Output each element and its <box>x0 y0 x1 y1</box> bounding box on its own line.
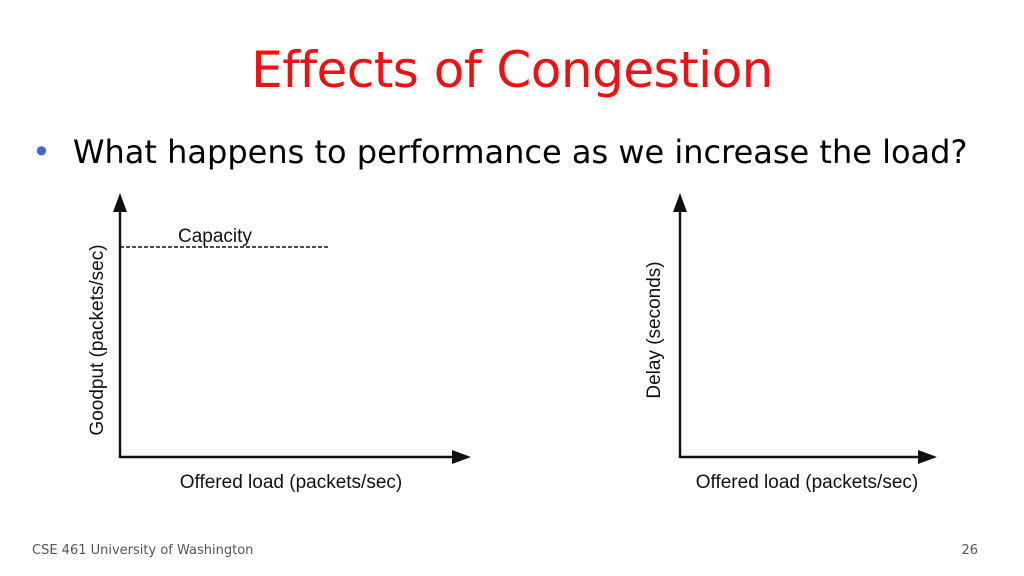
capacity-label: Capacity <box>178 226 252 247</box>
footer-course: CSE 461 University of Washington <box>32 543 254 558</box>
delay-y-label: Delay (seconds) <box>644 261 665 398</box>
page-number: 26 <box>961 543 978 558</box>
delay-x-label: Offered load (packets/sec) <box>696 472 918 493</box>
goodput-x-label: Offered load (packets/sec) <box>180 472 402 493</box>
goodput-y-arrow-icon <box>113 193 127 212</box>
delay-y-arrow-icon <box>673 193 687 212</box>
bullet-item: • What happens to performance as we incr… <box>32 130 967 174</box>
slide-title: Effects of Congestion <box>251 41 773 99</box>
goodput-x-arrow-icon <box>452 450 471 464</box>
goodput-y-label: Goodput (packets/sec) <box>87 244 108 435</box>
bullet-text: What happens to performance as we increa… <box>72 133 968 171</box>
delay-x-arrow-icon <box>918 450 937 464</box>
bullet-dot-icon: • <box>32 133 51 171</box>
